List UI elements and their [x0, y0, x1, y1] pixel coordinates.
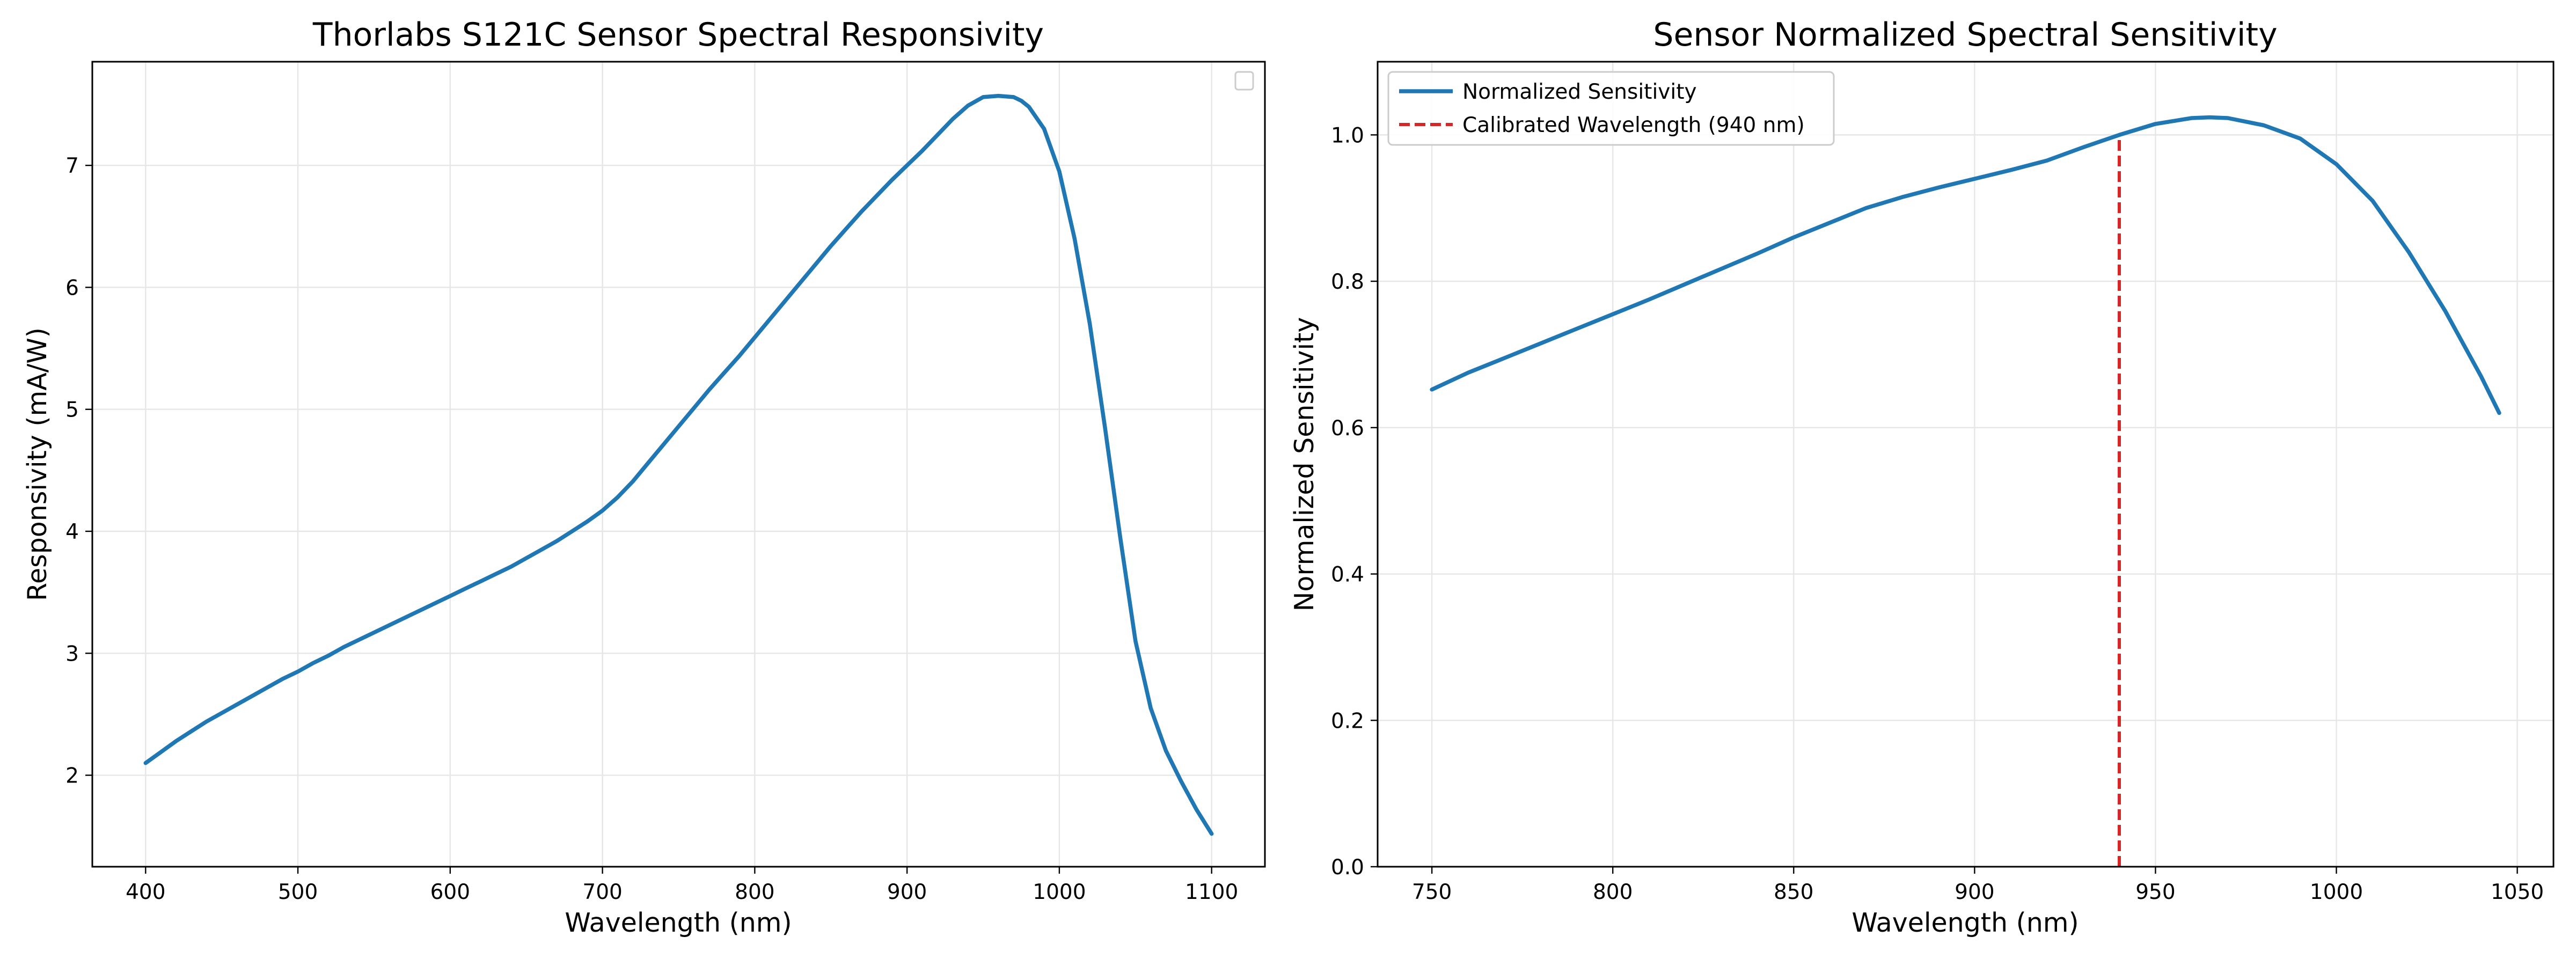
x-tick-label-normalized: 900 — [1955, 880, 1994, 904]
y-tick-label-responsivity: 2 — [65, 764, 79, 788]
y-tick-label-normalized: 0.0 — [1331, 855, 1364, 880]
y-axis-label-normalized: Normalized Sensitivity — [1289, 317, 1320, 612]
x-tick-label-responsivity: 700 — [582, 880, 622, 904]
y-tick-label-responsivity: 7 — [65, 154, 79, 178]
chart-title-responsivity: Thorlabs S121C Sensor Spectral Responsiv… — [312, 16, 1044, 54]
chart-responsivity: 400 500 600 700 800 900 1000 1100 2 3 4 5 6 7 Thorla… — [22, 16, 1266, 938]
x-tick-label-responsivity: 500 — [278, 880, 318, 904]
legend-normalized: Normalized Sensitivity Calibrated Wavele… — [1387, 71, 1835, 146]
legend-label-calibrated-wavelength: Calibrated Wavelength (940 nm) — [1462, 113, 1805, 137]
x-tick-label-normalized: 1000 — [2310, 880, 2363, 904]
y-tick-label-normalized: 0.6 — [1331, 416, 1364, 441]
x-ticks-responsivity: 400 500 600 700 800 900 1000 1100 — [126, 867, 1238, 904]
x-ticks-normalized: 750 800 850 900 950 1000 1050 — [1412, 867, 2544, 904]
series-layer-normalized — [1430, 115, 2501, 867]
y-tick-label-responsivity: 3 — [65, 642, 79, 666]
x-tick-label-responsivity: 1100 — [1185, 880, 1238, 904]
y-tick-label-responsivity: 5 — [65, 398, 79, 422]
y-ticks-responsivity: 2 3 4 5 6 7 — [65, 154, 92, 788]
x-axis-label-normalized: Wavelength (nm) — [1851, 908, 2079, 938]
y-tick-label-normalized: 0.8 — [1331, 270, 1364, 294]
x-tick-label-normalized: 1050 — [2491, 880, 2544, 904]
y-tick-label-responsivity: 6 — [65, 276, 79, 300]
x-tick-label-normalized: 850 — [1774, 880, 1813, 904]
series-line-responsivity — [143, 93, 1214, 836]
grid-responsivity — [92, 62, 1265, 867]
x-tick-label-responsivity: 400 — [126, 880, 165, 904]
y-tick-label-normalized: 0.2 — [1331, 709, 1364, 733]
plot-frame-normalized — [1377, 61, 2555, 868]
chart-title-normalized: Sensor Normalized Spectral Sensitivity — [1653, 16, 2277, 54]
x-tick-label-normalized: 950 — [2135, 880, 2175, 904]
x-tick-label-responsivity: 1000 — [1033, 880, 1086, 904]
y-tick-label-normalized: 0.4 — [1331, 563, 1364, 587]
legend-box-responsivity — [1234, 71, 1254, 91]
x-tick-label-responsivity: 800 — [735, 880, 774, 904]
series-layer-responsivity — [143, 93, 1214, 836]
series-line-normalized-sensitivity — [1430, 115, 2501, 415]
y-ticks-normalized: 0.0 0.2 0.4 0.6 0.8 1.0 — [1331, 123, 1378, 880]
y-tick-label-responsivity: 4 — [65, 520, 79, 544]
plot-frame-responsivity — [91, 61, 1266, 868]
chart-normalized: 750 800 850 900 950 1000 1050 0.0 0.2 0.4 0.6 0.8 1… — [1289, 16, 2555, 938]
x-tick-label-responsivity: 600 — [430, 880, 470, 904]
x-tick-label-normalized: 750 — [1412, 880, 1452, 904]
x-tick-label-responsivity: 900 — [887, 880, 927, 904]
legend-label-normalized-sensitivity: Normalized Sensitivity — [1462, 80, 1697, 104]
y-tick-label-normalized: 1.0 — [1331, 123, 1364, 148]
y-axis-label-responsivity: Responsivity (mA/W) — [22, 327, 53, 601]
x-tick-label-normalized: 800 — [1593, 880, 1633, 904]
legend-frame — [1387, 71, 1835, 146]
x-axis-label-responsivity: Wavelength (nm) — [565, 908, 792, 938]
